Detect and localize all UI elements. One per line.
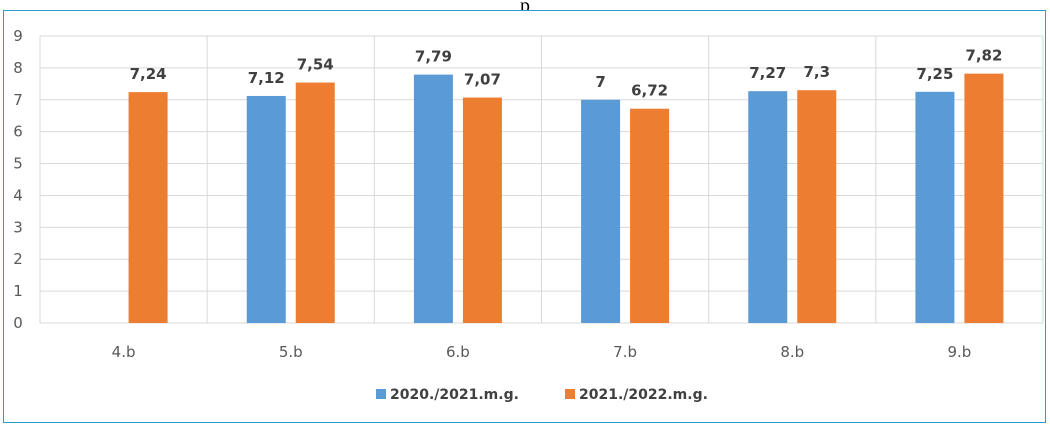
bar-series2-5b (295, 82, 335, 324)
legend-item: 2021./2022.m.g. (565, 387, 708, 403)
data-label: 7 (595, 73, 605, 91)
legend-item: 2020./2021.m.g. (376, 387, 519, 403)
data-label: 7,82 (965, 47, 1002, 65)
data-label: 7,12 (248, 69, 285, 87)
data-labels: 7,24 7,12 7,54 7,79 7,07 7 6,72 7,27 7,3 7,25 7,82 (130, 47, 1003, 100)
y-tick-label: 4 (13, 186, 23, 204)
y-tick-label: 1 (13, 282, 23, 300)
y-tick-label: 9 (13, 27, 23, 45)
bar-series1-7b (581, 99, 621, 324)
data-label: 7,24 (130, 65, 167, 83)
legend: 2020./2021.m.g. 2021./2022.m.g. (376, 387, 708, 403)
bar-series2-6b (462, 97, 502, 323)
data-label: 7,3 (803, 63, 830, 81)
header-fragment: p (0, 0, 1050, 10)
data-label: 7,27 (749, 64, 786, 82)
y-tick-label: 6 (13, 123, 23, 141)
bar-series1-6b (413, 74, 453, 323)
bar-series2-7b (630, 108, 670, 323)
bar-series1-8b (748, 91, 788, 323)
x-tick-label: 6.b (446, 343, 470, 361)
data-label: 7,07 (464, 71, 501, 89)
legend-label: 2021./2022.m.g. (579, 387, 708, 403)
chart-frame (3, 10, 1046, 423)
x-tick-label: 4.b (112, 343, 136, 361)
y-tick-label: 5 (13, 155, 23, 173)
gridlines (39, 35, 1044, 324)
legend-swatch (376, 389, 386, 399)
data-label: 7,25 (916, 65, 953, 83)
x-axis: 4.b 5.b 6.b 7.b 8.b 9.b (112, 343, 972, 361)
bar-series2-8b (797, 90, 837, 323)
bar-series2-4b (128, 92, 168, 323)
legend-label: 2020./2021.m.g. (390, 387, 519, 403)
data-label: 7,54 (297, 56, 334, 74)
bar-series1-5b (246, 95, 286, 323)
y-tick-label: 3 (13, 218, 23, 236)
x-tick-label: 5.b (279, 343, 303, 361)
bar-series2-9b (964, 73, 1004, 323)
y-tick-label: 8 (13, 59, 23, 77)
x-tick-label: 7.b (613, 343, 637, 361)
data-label: 6,72 (631, 82, 668, 100)
legend-swatch (565, 389, 575, 399)
x-tick-label: 8.b (780, 343, 804, 361)
bar-series1-9b (915, 91, 955, 323)
y-tick-label: 7 (13, 91, 23, 109)
x-tick-label: 9.b (947, 343, 971, 361)
bars (128, 73, 1004, 324)
y-tick-label: 2 (13, 250, 23, 268)
y-tick-label: 0 (13, 314, 23, 332)
data-label: 7,79 (415, 48, 452, 66)
y-axis: 0 1 2 3 4 5 6 7 8 9 (13, 27, 23, 332)
